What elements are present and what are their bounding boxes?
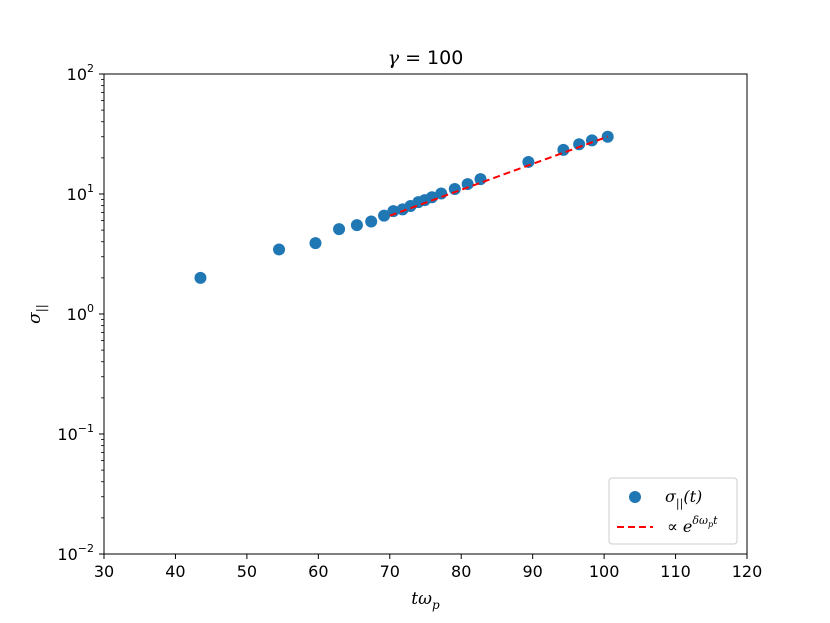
x-axis-label: tωp (411, 589, 440, 612)
fit-line (389, 135, 609, 217)
data-point (573, 138, 586, 151)
x-axis-ticks: 30 40 50 60 70 80 90 100 110 120 (94, 554, 762, 581)
chart-title: γ = 100 (388, 47, 464, 69)
y-tick-label: 100 (67, 302, 94, 324)
x-tick-label: 60 (308, 562, 328, 581)
y-tick-label: 101 (67, 182, 94, 204)
data-point (448, 183, 461, 196)
data-point (333, 223, 346, 236)
x-tick-label: 40 (165, 562, 185, 581)
data-point (522, 155, 535, 168)
legend: σ||(t) ∝ eδωpt (608, 477, 738, 545)
x-tick-label: 90 (522, 562, 542, 581)
data-marks (194, 130, 614, 284)
legend-marker-scatter (629, 491, 641, 503)
x-tick-label: 110 (660, 562, 691, 581)
data-point (309, 237, 322, 250)
data-point (273, 243, 286, 256)
x-tick-label: 30 (94, 562, 114, 581)
data-point (365, 215, 378, 228)
y-tick-label: 10−1 (57, 422, 94, 444)
x-tick-label: 120 (732, 562, 763, 581)
x-tick-label: 80 (451, 562, 471, 581)
y-tick-label: 102 (67, 62, 94, 84)
data-point (350, 219, 363, 232)
legend-label-sigma: σ||(t) (665, 487, 702, 511)
y-tick-label: 10−2 (57, 542, 94, 564)
y-axis-label: σ|| (25, 304, 48, 324)
data-point (461, 178, 474, 191)
legend-label-exponential: ∝ eδωpt (667, 514, 718, 536)
x-tick-label: 50 (237, 562, 257, 581)
data-point (194, 271, 207, 284)
x-tick-label: 100 (589, 562, 620, 581)
x-tick-label: 70 (380, 562, 400, 581)
data-point (378, 209, 391, 222)
y-axis-ticks: 10−2 10−1 100 101 102 (57, 62, 104, 564)
